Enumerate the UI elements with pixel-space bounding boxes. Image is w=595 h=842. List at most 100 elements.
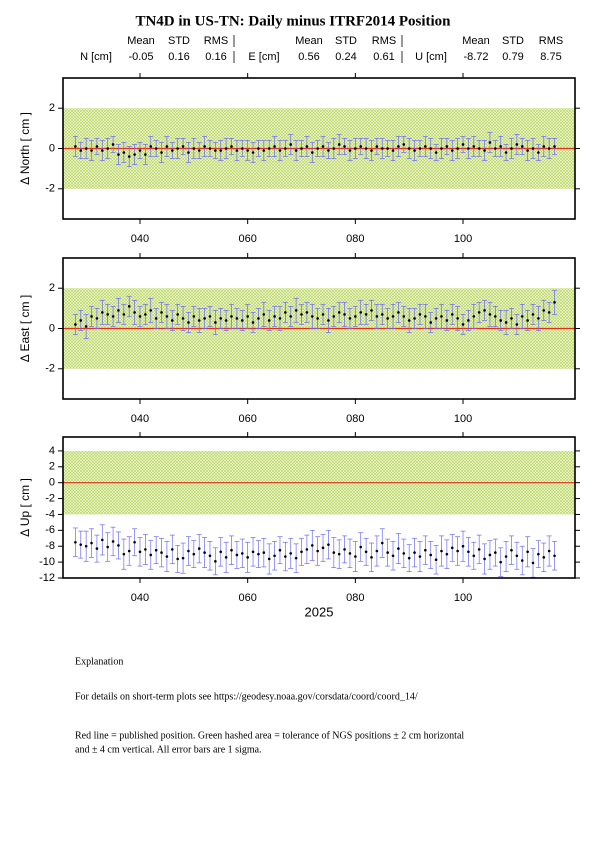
stats-label: N [cm] <box>80 51 112 63</box>
page-title: TN4D in US-TN: Daily minus ITRF2014 Posi… <box>135 13 451 29</box>
y-tick-label: -2 <box>45 183 55 195</box>
data-point <box>413 317 416 320</box>
data-point <box>187 321 190 324</box>
data-point <box>354 555 357 558</box>
data-point <box>187 151 190 154</box>
data-point <box>434 558 438 562</box>
data-point <box>413 149 416 152</box>
data-point <box>305 548 309 551</box>
y-tick-label: 2 <box>49 102 55 114</box>
plot-frame <box>62 77 576 220</box>
data-point <box>79 319 83 322</box>
data-point <box>197 319 201 322</box>
data-point <box>300 550 303 554</box>
x-tick-label: 080 <box>346 233 364 245</box>
data-point <box>553 301 556 304</box>
data-point <box>224 319 228 322</box>
data-point <box>370 556 373 559</box>
data-point <box>343 313 346 316</box>
data-point <box>101 311 104 314</box>
data-point <box>391 149 395 152</box>
data-point <box>101 538 104 542</box>
data-point <box>418 555 422 558</box>
data-point <box>542 145 546 148</box>
data-point <box>375 315 379 318</box>
data-point <box>181 556 185 560</box>
data-point <box>95 547 99 550</box>
data-point <box>273 145 276 148</box>
data-point <box>391 554 395 558</box>
data-point <box>488 141 492 144</box>
data-point <box>106 313 109 316</box>
data-point <box>133 311 136 314</box>
data-point <box>445 552 449 556</box>
data-point <box>133 153 136 156</box>
data-point <box>526 550 529 554</box>
data-point <box>316 549 319 553</box>
data-point <box>483 309 486 312</box>
data-point <box>380 147 384 150</box>
data-point <box>407 319 411 322</box>
data-point <box>203 145 206 148</box>
stats-header: STD <box>168 35 190 47</box>
data-point <box>165 315 169 318</box>
data-point <box>144 548 147 551</box>
stats-label: U [cm] <box>415 51 447 63</box>
data-point <box>192 552 196 556</box>
y-tick-label: 2 <box>49 282 55 294</box>
data-point <box>450 546 454 550</box>
data-point <box>337 552 341 556</box>
data-point <box>262 551 266 554</box>
data-point <box>95 317 99 320</box>
data-point <box>434 317 438 320</box>
data-point <box>181 145 185 148</box>
data-point <box>294 556 298 560</box>
data-point <box>300 147 303 150</box>
x-tick-label: 080 <box>346 592 364 604</box>
data-point <box>197 149 201 152</box>
x-axis-label: 2025 <box>305 604 334 619</box>
x-tick-label: 060 <box>238 413 256 425</box>
data-point <box>84 147 88 150</box>
data-point <box>327 543 330 546</box>
data-point <box>310 151 314 154</box>
data-point <box>440 549 443 553</box>
data-point <box>488 313 492 316</box>
data-point <box>165 555 169 558</box>
stats-value: 0.16 <box>168 51 189 63</box>
x-tick-label: 100 <box>454 233 472 245</box>
data-point <box>310 315 314 318</box>
data-point <box>440 315 443 318</box>
stats-header: Mean <box>295 35 323 47</box>
data-point <box>456 317 459 320</box>
data-point <box>467 147 470 150</box>
data-point <box>472 554 476 558</box>
y-tick-label: -12 <box>39 572 55 584</box>
data-point <box>520 559 524 562</box>
data-point <box>553 145 556 148</box>
x-tick-label: 080 <box>346 413 364 425</box>
data-point <box>504 555 508 558</box>
data-point <box>515 143 519 146</box>
data-point <box>111 143 115 146</box>
stats-value: -8.72 <box>463 51 488 63</box>
data-point <box>321 546 325 550</box>
data-point <box>138 315 142 318</box>
data-point <box>111 540 115 543</box>
data-point <box>364 147 368 150</box>
data-point <box>74 323 77 326</box>
note-line: Red line = published position. Green has… <box>75 730 464 741</box>
data-point <box>450 149 454 152</box>
stats-header: RMS <box>204 35 228 47</box>
data-point <box>483 557 486 561</box>
x-tick-label: 040 <box>131 592 149 604</box>
data-point <box>122 313 126 316</box>
stats-value: 0.16 <box>205 51 226 63</box>
data-point <box>321 313 325 316</box>
y-tick-label: -4 <box>45 508 55 520</box>
data-point <box>160 151 163 154</box>
y-tick-label: -2 <box>45 363 55 375</box>
data-point <box>170 319 174 322</box>
data-point <box>251 550 255 554</box>
data-point <box>300 313 303 316</box>
